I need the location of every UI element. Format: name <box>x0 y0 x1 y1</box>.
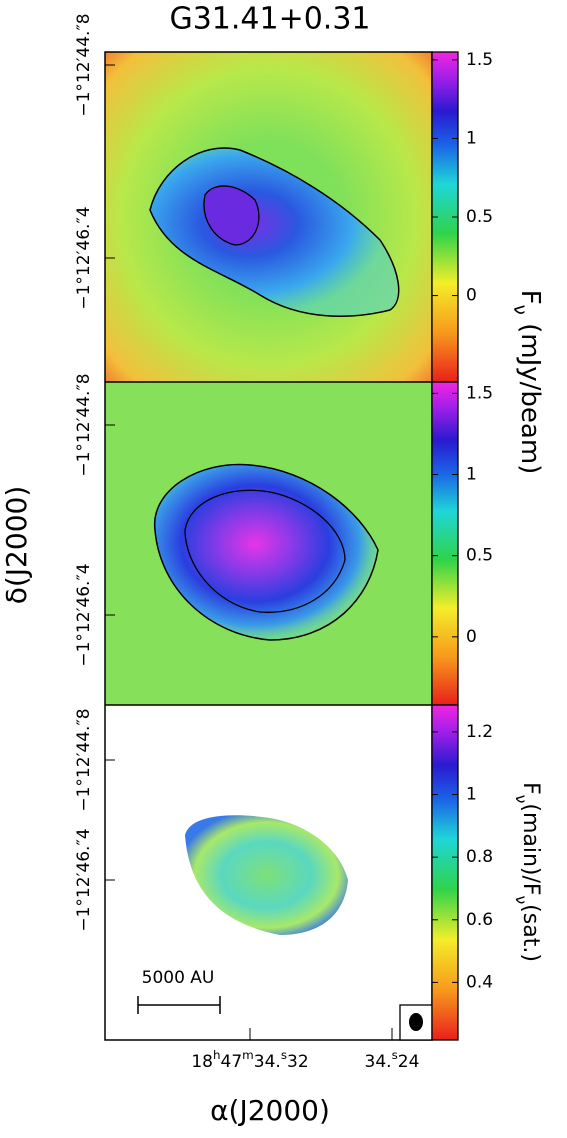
y-tick-label: −1°12′44.″8 <box>74 708 94 811</box>
y-tick-label: −1°12′44.″8 <box>74 13 94 116</box>
colorbar-tick-label: 1 <box>466 785 477 805</box>
colorbar-tick-label: 1.2 <box>466 722 493 742</box>
label-part: 34. <box>254 1052 281 1072</box>
colorbar <box>431 381 459 706</box>
colorbar-label: Fν(main)/Fν(sat.) <box>513 782 544 962</box>
colorbar-tick-label: 0.6 <box>466 910 493 930</box>
label-part: F <box>516 290 546 305</box>
colorbar-tick-label: 1.5 <box>466 50 493 70</box>
y-axis-label: δ(J2000) <box>0 486 33 605</box>
x-tick-label: 34.s24 <box>365 1048 420 1073</box>
label-part: 47 <box>221 1052 243 1072</box>
x-tick-label: 18h47m34.s32 <box>191 1048 308 1073</box>
y-tick-label: −1°12′46.″4 <box>74 828 94 931</box>
colorbar-tick-label: 0.4 <box>466 972 493 992</box>
label-part: (mJy/beam) <box>516 315 546 474</box>
y-tick-label: −1°12′44.″8 <box>74 373 94 476</box>
label-part: ν <box>513 896 531 905</box>
colorbar-tick-label: 0 <box>466 286 477 306</box>
label-part: h <box>213 1048 221 1062</box>
label-part: s <box>281 1048 287 1062</box>
scale-bar-label: 5000 AU <box>142 968 215 988</box>
label-part: 18 <box>191 1052 213 1072</box>
contour <box>184 489 346 613</box>
label-part: 32 <box>287 1052 309 1072</box>
colorbar-tick-label: 0.8 <box>466 847 493 867</box>
contour <box>203 185 260 246</box>
colorbar-tick-label: 1 <box>466 128 477 148</box>
label-part: 24 <box>398 1052 420 1072</box>
label-part: ν <box>510 305 531 315</box>
x-axis-label: α(J2000) <box>210 1094 330 1127</box>
y-tick-label: −1°12′46.″4 <box>74 206 94 309</box>
label-part: ν <box>513 795 531 804</box>
colorbar-tick-label: 0.5 <box>466 546 493 566</box>
ratio-region <box>185 815 348 935</box>
colorbar-tick-label: 1.5 <box>466 383 493 403</box>
label-part: (sat.) <box>518 904 543 962</box>
colorbar-tick-label: 0.5 <box>466 207 493 227</box>
y-tick-label: −1°12′46.″4 <box>74 563 94 666</box>
colorbar <box>431 704 459 1041</box>
label-part: 34. <box>365 1052 392 1072</box>
colorbar-tick-label: 0 <box>466 627 477 647</box>
label-part: m <box>242 1048 254 1062</box>
label-part: F <box>518 782 543 795</box>
label-part: s <box>392 1048 398 1062</box>
label-part: (main)/F <box>518 803 543 895</box>
colorbar-label: Fν (mJy/beam) <box>510 290 546 475</box>
colorbar-tick-label: 1 <box>466 465 477 485</box>
title: G31.41+0.31 <box>169 2 370 37</box>
beam <box>409 1013 423 1031</box>
contour <box>154 463 379 641</box>
